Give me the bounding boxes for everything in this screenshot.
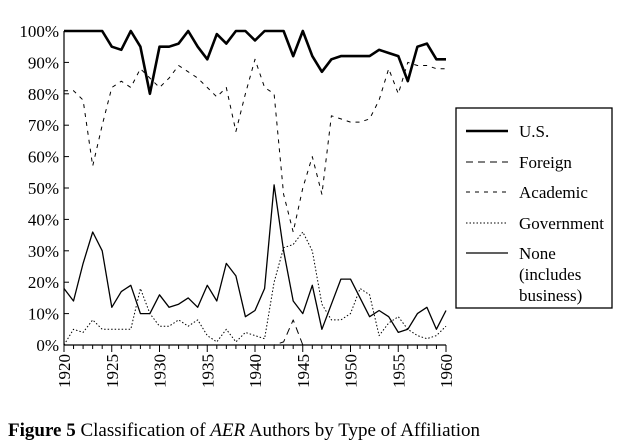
x-tick-label: 1920 — [55, 354, 74, 388]
y-tick-label: 80% — [28, 85, 59, 104]
caption-label: Figure 5 — [8, 420, 76, 441]
series-line-u-s — [64, 29, 446, 96]
y-tick-label: 60% — [28, 148, 59, 167]
series-line-academic — [64, 58, 446, 233]
y-tick-label: 30% — [28, 242, 59, 261]
legend: U.S. Foreign Academic Government None (includ… — [455, 107, 613, 309]
legend-label: (includes — [519, 265, 581, 284]
legend-label: U.S. — [519, 122, 549, 141]
legend-label: business) — [519, 286, 582, 305]
y-axis: 0% 10% 20% 30% 40% 50% 60% 70% 80% 90% 100% — [19, 22, 69, 355]
y-tick-label: 40% — [28, 210, 59, 229]
series-line-government — [63, 231, 447, 346]
legend-label: Government — [519, 214, 604, 233]
x-tick-label: 1940 — [246, 354, 265, 388]
x-tick-label: 1935 — [198, 354, 217, 388]
caption-emph: AER — [210, 420, 246, 441]
line-chart: 0%10%20%30%40%50%60%70%80%90%100% 1920 19… — [19, 22, 613, 388]
series-line-none-includes-business — [63, 184, 447, 334]
x-tick-label: 1955 — [389, 354, 408, 388]
x-axis: 1920 1925 1930 1935 1940 1945 1950 1955 1960 — [55, 344, 456, 388]
x-tick-label: 1960 — [437, 354, 456, 388]
caption-text-before: Classification of — [80, 420, 211, 441]
legend-box — [455, 107, 613, 309]
figure-caption: Figure 5 Classification of AER Authors b… — [8, 420, 480, 442]
caption-text-after: Authors by Type of Affiliation — [245, 420, 481, 441]
y-tick-label: 20% — [28, 273, 59, 292]
x-tick-label: 1945 — [294, 354, 313, 388]
x-tick-label: 1925 — [103, 354, 122, 388]
y-tick-label: 90% — [28, 53, 59, 72]
y-tick-label: 50% — [28, 179, 59, 198]
x-tick-label: 1930 — [151, 354, 170, 388]
legend-label: Academic — [519, 183, 588, 202]
y-tick-label: 0% — [36, 336, 59, 355]
y-tick-label: 70% — [28, 116, 59, 135]
y-tick-label: 10% — [28, 305, 59, 324]
series-line-foreign — [64, 319, 446, 346]
legend-label: None — [519, 244, 556, 263]
legend-label: Foreign — [519, 153, 572, 172]
y-tick-label: 100% — [19, 22, 59, 41]
plot-area — [63, 29, 447, 346]
x-tick-label: 1950 — [342, 354, 361, 388]
